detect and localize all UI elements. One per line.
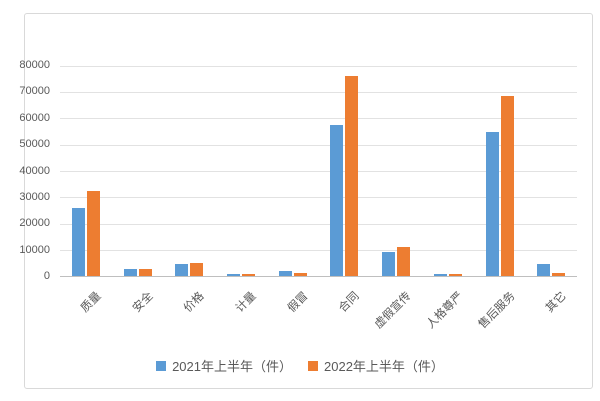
- bar-合同-2021: [330, 124, 344, 277]
- bar-虚假宣传-2022: [397, 246, 411, 277]
- bar-价格-2021: [175, 264, 189, 277]
- legend: 2021年上半年（件） 2022年上半年（件）: [0, 356, 600, 375]
- bar-质量-2021: [71, 207, 85, 277]
- gridline-60000: [60, 118, 577, 120]
- legend-swatch-2022: [308, 360, 318, 371]
- x-axis-line: [60, 276, 577, 278]
- y-tick-60000: 60000: [19, 111, 50, 124]
- y-tick-50000: 50000: [19, 138, 50, 151]
- legend-item-2021: 2021年上半年（件）: [156, 356, 292, 375]
- bar-假冒-2022: [293, 273, 307, 277]
- y-tick-10000: 10000: [19, 243, 50, 256]
- bar-安全-2021: [123, 268, 137, 277]
- bar-价格-2022: [190, 263, 204, 277]
- bar-人格尊严-2022: [448, 274, 462, 277]
- y-tick-30000: 30000: [19, 190, 50, 203]
- bar-合同-2022: [345, 76, 359, 277]
- gridline-10000: [60, 250, 577, 251]
- legend-label-2022: 2022年上半年（件）: [324, 359, 444, 374]
- gridline-80000: [60, 65, 577, 67]
- gridline-50000: [60, 144, 577, 146]
- gridline-20000: [60, 223, 577, 225]
- y-tick-20000: 20000: [19, 217, 50, 230]
- bar-计量-2021: [227, 274, 240, 277]
- y-tick-0: 0: [43, 269, 50, 282]
- bar-售后服务-2022: [500, 95, 514, 277]
- bar-其它-2022: [552, 273, 566, 277]
- bar-假冒-2021: [278, 271, 292, 277]
- bar-人格尊严-2021: [433, 274, 447, 277]
- y-tick-70000: 70000: [19, 85, 50, 98]
- y-tick-80000: 80000: [19, 59, 50, 72]
- bar-售后服务-2021: [485, 131, 499, 277]
- gridline-40000: [60, 171, 577, 172]
- legend-item-2022: 2022年上半年（件）: [308, 356, 444, 375]
- legend-swatch-2021: [156, 360, 167, 371]
- bar-虚假宣传-2021: [382, 251, 396, 277]
- bar-计量-2022: [242, 274, 255, 277]
- gridline-30000: [60, 197, 577, 199]
- legend-label-2021: 2021年上半年（件）: [172, 359, 292, 374]
- bar-质量-2022: [86, 190, 100, 277]
- gridline-70000: [60, 91, 577, 93]
- bar-其它-2021: [537, 263, 551, 277]
- y-tick-40000: 40000: [19, 164, 50, 177]
- bar-安全-2022: [138, 269, 152, 277]
